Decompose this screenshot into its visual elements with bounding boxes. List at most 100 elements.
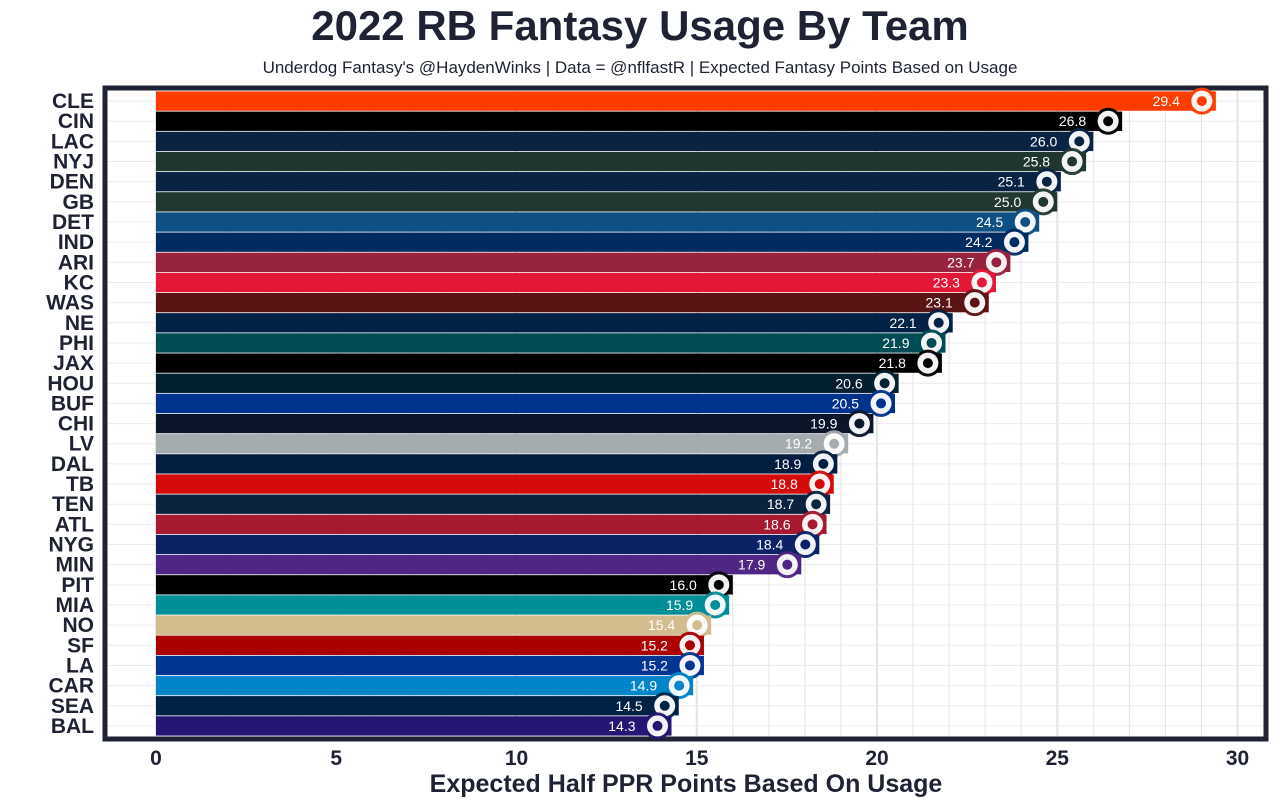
y-tick-label: NE <box>65 312 94 335</box>
bar <box>156 131 1094 152</box>
vikings-logo-icon-center <box>782 559 793 570</box>
chart-subtitle: Underdog Fantasy's @HaydenWinks | Data =… <box>262 58 1018 77</box>
bar-value-label: 17.9 <box>738 557 765 573</box>
jets-logo-icon-center <box>1067 156 1078 167</box>
y-tick-label: SF <box>67 634 94 657</box>
bar-value-label: 15.4 <box>648 617 675 633</box>
y-tick-label: CIN <box>58 110 94 133</box>
x-tick-label: 15 <box>685 747 709 770</box>
bar <box>156 212 1040 232</box>
plot-frame <box>102 85 1269 742</box>
buccaneers-logo-icon-center <box>814 479 825 490</box>
x-tick-label: 30 <box>1226 747 1249 770</box>
bar <box>156 373 899 393</box>
bar-value-label: 21.8 <box>879 355 906 371</box>
bar <box>156 696 679 716</box>
bar-value-label: 19.9 <box>810 416 837 432</box>
bar-value-label: 15.2 <box>641 657 668 673</box>
bar-value-label: 26.0 <box>1030 133 1057 149</box>
cardinals-logo-icon-center <box>991 257 1002 268</box>
y-tick-label: CLE <box>52 90 94 113</box>
bar <box>156 292 989 313</box>
bar <box>156 272 996 293</box>
y-tick-label: WAS <box>46 292 94 315</box>
bar <box>156 111 1123 131</box>
bar-value-label: 14.5 <box>615 698 642 714</box>
colts-horseshoe-icon-center <box>1009 237 1020 248</box>
y-tick-label: GB <box>63 191 95 214</box>
x-tick-label: 5 <box>330 747 342 770</box>
y-tick-label: ARI <box>58 251 94 274</box>
titans-logo-icon-center <box>811 499 822 510</box>
bar <box>156 655 704 676</box>
panthers-logo-icon-center <box>674 680 685 691</box>
x-tick-label: 20 <box>865 747 888 770</box>
bar-value-label: 18.6 <box>763 516 790 532</box>
y-tick-label: DET <box>52 211 94 234</box>
y-tick-label: PHI <box>59 332 94 355</box>
y-tick-label: LAC <box>51 130 94 153</box>
bar <box>156 192 1058 212</box>
bar-value-label: 15.2 <box>641 637 668 653</box>
patriots-logo-icon-center <box>933 317 944 328</box>
y-tick-label: ATL <box>55 513 94 536</box>
y-tick-label: DAL <box>51 453 94 476</box>
bar-value-label: 24.5 <box>976 214 1003 230</box>
y-tick-label: NO <box>63 614 95 637</box>
bar <box>156 454 838 474</box>
bar-value-label: 22.1 <box>889 315 916 331</box>
bar <box>156 474 834 494</box>
bar-value-label: 18.9 <box>774 456 801 472</box>
bar-value-label: 20.5 <box>832 395 859 411</box>
x-tick-label: 0 <box>150 747 162 770</box>
bar-value-label: 18.8 <box>770 476 797 492</box>
y-tick-label: IND <box>58 231 94 254</box>
bar-value-label: 14.9 <box>630 678 657 694</box>
y-tick-label: NYJ <box>53 151 94 174</box>
raiders-logo-icon-center <box>829 438 840 449</box>
chiefs-logo-icon-center <box>976 277 987 288</box>
dolphins-logo-icon-center <box>710 599 721 610</box>
texans-logo-icon-center <box>879 378 890 389</box>
bar-value-label: 14.3 <box>608 718 635 734</box>
y-tick-label: BUF <box>51 392 94 415</box>
bar <box>156 393 896 414</box>
bar <box>156 595 730 615</box>
lions-logo-icon-center <box>1020 217 1031 228</box>
falcons-logo-icon-center <box>807 519 818 530</box>
bar-value-label: 29.4 <box>1153 93 1180 109</box>
bar <box>156 434 849 454</box>
bar-value-label: 16.0 <box>670 577 697 593</box>
bar-value-label: 23.3 <box>933 274 960 290</box>
bar <box>156 91 1216 111</box>
y-tick-label: TEN <box>52 493 94 516</box>
y-tick-label: MIA <box>56 594 95 617</box>
bar-value-label: 18.4 <box>756 537 783 553</box>
bar-value-label: 15.9 <box>666 597 693 613</box>
bar <box>156 151 1087 172</box>
ravens-logo-icon-center <box>652 720 663 731</box>
broncos-logo-icon-center <box>1041 176 1052 187</box>
x-tick-label: 25 <box>1046 747 1070 770</box>
y-tick-label: PIT <box>61 574 94 597</box>
chargers-bolt-icon-center <box>1074 136 1085 147</box>
commanders-logo-icon-center <box>969 297 980 308</box>
x-axis-title: Expected Half PPR Points Based On Usage <box>430 770 943 798</box>
steelers-logo-icon-center <box>713 579 724 590</box>
y-tick-label: LV <box>69 433 94 456</box>
y-tick-label: JAX <box>53 352 94 375</box>
y-tick-label: TB <box>66 473 94 496</box>
bar-value-label: 25.0 <box>994 194 1021 210</box>
bar <box>156 172 1061 192</box>
bar <box>156 635 704 655</box>
bar <box>156 716 672 736</box>
bar-value-label: 25.1 <box>998 174 1025 190</box>
giants-logo-icon-center <box>800 539 811 550</box>
y-tick-label: HOU <box>47 372 94 395</box>
chart-title: 2022 RB Fantasy Usage By Team <box>311 2 969 49</box>
eagles-logo-icon-center <box>926 337 937 348</box>
bar-value-label: 20.6 <box>835 375 862 391</box>
bar-value-label: 23.1 <box>926 295 953 311</box>
browns-helmet-icon-center <box>1196 96 1207 107</box>
bar-value-label: 19.2 <box>785 436 812 452</box>
